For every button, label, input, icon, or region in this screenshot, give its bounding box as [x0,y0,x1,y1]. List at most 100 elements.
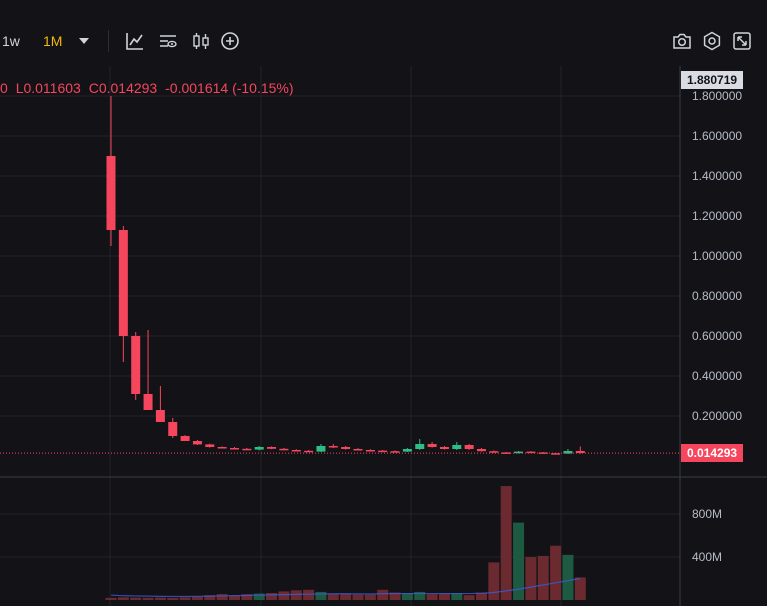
volume-bar [204,595,216,600]
volume-bar [401,593,413,600]
candle-body [254,447,264,450]
candle-body [180,436,190,441]
candle-body [464,445,474,449]
volume-bar [142,597,154,600]
chart-settings-icon[interactable] [157,30,179,52]
volume-bar [266,593,278,600]
volume-ma-line [110,577,581,598]
volume-bar [389,592,401,600]
volume-bar [513,522,525,600]
candle-body [155,410,165,422]
price-tick-label: 1.800000 [692,89,742,103]
volume-bar [130,597,142,600]
candle-body [501,452,511,454]
volume-bar [463,595,475,600]
volume-bar [562,554,574,600]
price-tick-label: 0.400000 [692,369,742,383]
candle-body [427,444,437,447]
candle-body [267,447,277,449]
candle-body [526,451,536,454]
candle-body [390,451,400,453]
volume-bar [426,594,438,600]
candle-body [551,453,561,455]
volume-bar [167,597,179,600]
volume-bar [525,557,537,600]
candle-type-icon[interactable] [190,30,212,52]
candle-body [477,449,486,452]
price-axis: 1.800000 1.600000 1.400000 1.200000 1.000000… [679,66,742,606]
candle-body [143,394,153,410]
price-tick-label: 0.200000 [692,409,742,423]
indicators-icon[interactable] [124,30,146,52]
candle-body [205,444,215,447]
volume-bar [340,593,352,600]
volume-bar [253,593,265,600]
candle-body [328,446,338,448]
candle-body [575,451,585,453]
volume-bar [574,577,586,600]
candle-body [316,446,326,452]
volume-bar [179,597,191,600]
candle-body [192,441,202,445]
price-tick-label: 0.800000 [692,289,742,303]
chart-grid [0,66,767,606]
last-price-label: 0.014293 [681,444,744,463]
interval-1w-button[interactable]: 1w [2,33,20,49]
high-price-label: 1.880719 [681,70,744,89]
candle-body [365,450,375,452]
candle-body [242,448,252,451]
volume-bar [537,555,549,600]
volume-bar [290,590,302,600]
price-tick-label: 0.600000 [692,329,742,343]
candle-body [452,445,462,449]
volume-bar [377,589,389,600]
candle-body [291,450,301,452]
volume-bar [303,589,315,600]
settings-icon[interactable] [701,30,723,52]
add-icon[interactable] [219,30,241,52]
ohlc-low: L0.011603 [15,80,81,96]
candle-body [563,451,573,454]
volume-bar [117,597,129,600]
candle-series [0,96,680,455]
ohlc-close: C0.014293 [88,80,158,96]
candle-body [217,447,227,449]
interval-1m-button[interactable]: 1M [43,33,63,49]
volume-bar [154,597,166,600]
volume-bar [550,545,562,600]
volume-bar [414,591,426,600]
price-tick-label: 1.600000 [692,129,742,143]
candle-body [489,451,499,453]
candle-body [341,447,351,449]
toolbar-divider [108,30,109,52]
ohlc-open-tail: 0 [0,80,8,96]
price-tick-label: 1.400000 [692,169,742,183]
volume-bar [315,591,327,600]
volume-bar [476,592,487,600]
chevron-down-icon[interactable] [73,30,95,52]
candle-body [415,444,425,449]
volume-bar [352,594,364,600]
price-tick-label: 1.200000 [692,209,742,223]
candle-body [514,451,524,454]
chart-toolbar: 1w 1M [0,0,767,64]
candle-body [106,156,116,230]
camera-icon[interactable] [671,30,693,52]
volume-bar [216,594,228,600]
volume-bar [364,594,376,600]
fullscreen-icon[interactable] [731,30,753,52]
volume-bar [241,594,253,600]
candle-body [279,448,289,451]
candle-body [230,448,239,450]
volume-bar [278,591,290,600]
candle-body [402,449,412,452]
price-tick-label: 1.000000 [692,249,742,263]
candle-body [378,450,388,453]
candle-body [118,230,128,336]
candle-body [131,336,141,394]
volume-bar [229,595,240,600]
volume-bar [191,596,203,600]
volume-bar [327,594,339,600]
volume-bar [105,597,117,600]
